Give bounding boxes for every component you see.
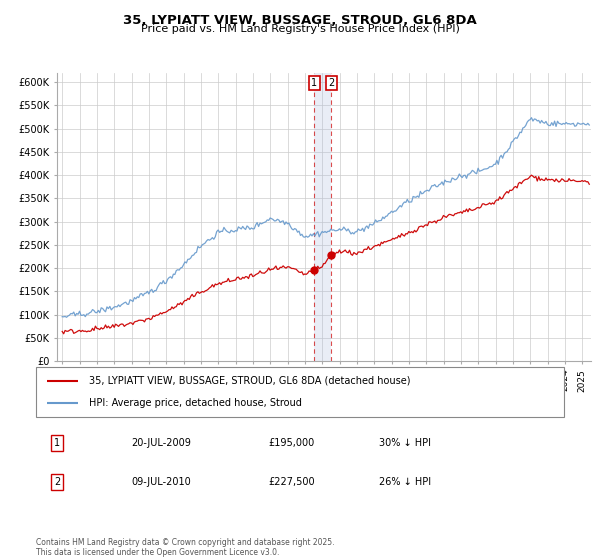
Text: 09-JUL-2010: 09-JUL-2010 xyxy=(131,477,191,487)
Text: HPI: Average price, detached house, Stroud: HPI: Average price, detached house, Stro… xyxy=(89,398,302,408)
Text: 1: 1 xyxy=(311,78,317,88)
Text: 2: 2 xyxy=(328,78,334,88)
Bar xyxy=(314,73,331,361)
Text: 35, LYPIATT VIEW, BUSSAGE, STROUD, GL6 8DA (detached house): 35, LYPIATT VIEW, BUSSAGE, STROUD, GL6 8… xyxy=(89,376,410,386)
Text: £195,000: £195,000 xyxy=(268,438,314,448)
Text: 2: 2 xyxy=(54,477,60,487)
Text: 35, LYPIATT VIEW, BUSSAGE, STROUD, GL6 8DA: 35, LYPIATT VIEW, BUSSAGE, STROUD, GL6 8… xyxy=(123,14,477,27)
Text: £227,500: £227,500 xyxy=(268,477,315,487)
Text: 1: 1 xyxy=(54,438,60,448)
Text: Contains HM Land Registry data © Crown copyright and database right 2025.
This d: Contains HM Land Registry data © Crown c… xyxy=(36,538,335,557)
Text: Price paid vs. HM Land Registry's House Price Index (HPI): Price paid vs. HM Land Registry's House … xyxy=(140,24,460,34)
FancyBboxPatch shape xyxy=(36,367,564,417)
Text: 26% ↓ HPI: 26% ↓ HPI xyxy=(379,477,431,487)
Text: 30% ↓ HPI: 30% ↓ HPI xyxy=(379,438,431,448)
Text: 20-JUL-2009: 20-JUL-2009 xyxy=(131,438,191,448)
